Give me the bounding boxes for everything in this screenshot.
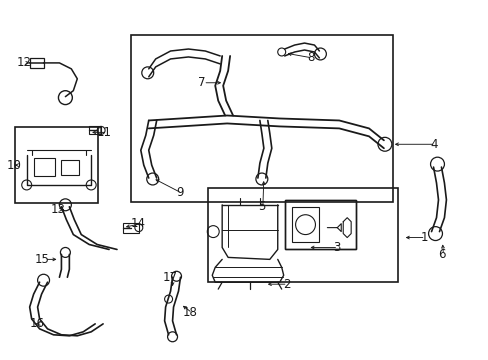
Text: 6: 6	[438, 248, 445, 261]
Text: 8: 8	[307, 51, 314, 64]
Text: 17: 17	[163, 271, 177, 284]
Bar	[34, 158, 55, 176]
Text: 9: 9	[176, 186, 183, 199]
Bar	[131, 35, 392, 202]
Text: 7: 7	[198, 76, 205, 89]
Text: 2: 2	[282, 278, 289, 291]
Text: 16: 16	[30, 318, 44, 330]
Bar	[30, 58, 43, 68]
Text: 12: 12	[17, 57, 32, 69]
Text: 14: 14	[131, 217, 145, 230]
Bar	[291, 207, 319, 242]
Text: 10: 10	[7, 159, 21, 172]
Bar	[208, 188, 397, 282]
Text: 5: 5	[257, 200, 264, 213]
Bar	[284, 200, 355, 249]
Text: 3: 3	[333, 241, 340, 254]
Bar	[284, 200, 355, 249]
Text: 11: 11	[97, 126, 112, 139]
Text: 1: 1	[420, 231, 427, 244]
Text: 15: 15	[35, 253, 49, 266]
Text: 4: 4	[429, 138, 437, 151]
Bar	[89, 126, 101, 134]
Text: 18: 18	[182, 306, 197, 319]
Bar	[61, 160, 79, 175]
Bar	[122, 223, 139, 233]
Bar	[15, 127, 98, 203]
Text: 13: 13	[50, 203, 65, 216]
